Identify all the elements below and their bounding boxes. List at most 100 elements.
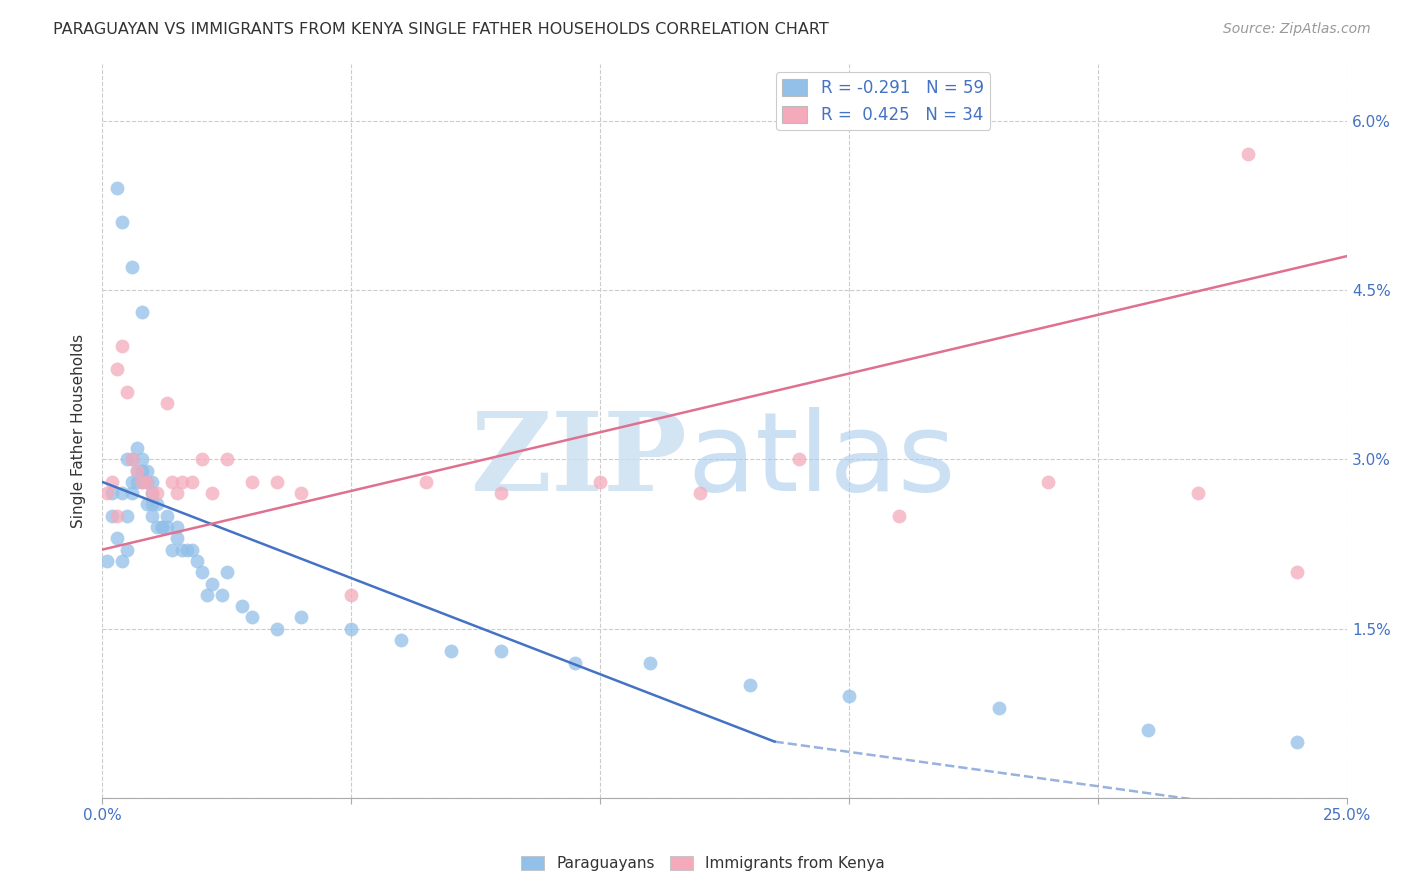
Point xyxy=(136,464,159,478)
Point xyxy=(121,452,143,467)
Text: Source: ZipAtlas.com: Source: ZipAtlas.com xyxy=(1223,22,1371,37)
Point xyxy=(131,475,153,489)
Point xyxy=(115,542,138,557)
Point xyxy=(136,498,159,512)
Point xyxy=(191,452,214,467)
Point xyxy=(266,475,288,489)
Point xyxy=(156,396,179,410)
Point xyxy=(115,384,138,399)
Point xyxy=(440,644,463,658)
Point xyxy=(111,486,134,500)
Point xyxy=(160,542,183,557)
Point xyxy=(141,486,163,500)
Point xyxy=(115,508,138,523)
Point xyxy=(160,475,183,489)
Point xyxy=(105,508,128,523)
Point xyxy=(290,486,312,500)
Point xyxy=(101,486,124,500)
Point xyxy=(111,215,134,229)
Point xyxy=(638,656,661,670)
Point xyxy=(340,588,363,602)
Point xyxy=(738,678,761,692)
Point xyxy=(240,610,263,624)
Point xyxy=(111,339,134,353)
Point xyxy=(789,452,811,467)
Text: ZIP: ZIP xyxy=(471,407,688,514)
Point xyxy=(131,305,153,319)
Point xyxy=(201,576,224,591)
Text: atlas: atlas xyxy=(688,407,956,514)
Point xyxy=(211,588,233,602)
Point xyxy=(887,508,910,523)
Point xyxy=(156,520,179,534)
Point xyxy=(838,690,860,704)
Point xyxy=(125,441,148,455)
Point xyxy=(96,486,118,500)
Point xyxy=(131,452,153,467)
Point xyxy=(125,464,148,478)
Point xyxy=(136,475,159,489)
Text: PARAGUAYAN VS IMMIGRANTS FROM KENYA SINGLE FATHER HOUSEHOLDS CORRELATION CHART: PARAGUAYAN VS IMMIGRANTS FROM KENYA SING… xyxy=(53,22,830,37)
Point xyxy=(170,475,193,489)
Point xyxy=(1187,486,1209,500)
Point xyxy=(105,362,128,376)
Point xyxy=(136,475,159,489)
Point xyxy=(240,475,263,489)
Point xyxy=(987,700,1010,714)
Point xyxy=(564,656,586,670)
Legend: Paraguayans, Immigrants from Kenya: Paraguayans, Immigrants from Kenya xyxy=(515,850,891,877)
Point xyxy=(176,542,198,557)
Point xyxy=(101,508,124,523)
Point xyxy=(231,599,253,613)
Point xyxy=(131,464,153,478)
Point xyxy=(589,475,612,489)
Point xyxy=(131,464,153,478)
Point xyxy=(121,452,143,467)
Point xyxy=(125,464,148,478)
Point xyxy=(131,475,153,489)
Point xyxy=(1038,475,1060,489)
Point xyxy=(415,475,437,489)
Point xyxy=(170,542,193,557)
Point xyxy=(156,508,179,523)
Point xyxy=(121,486,143,500)
Point xyxy=(111,554,134,568)
Point xyxy=(689,486,711,500)
Point xyxy=(290,610,312,624)
Legend: R = -0.291   N = 59, R =  0.425   N = 34: R = -0.291 N = 59, R = 0.425 N = 34 xyxy=(776,72,990,130)
Point xyxy=(141,508,163,523)
Point xyxy=(146,486,169,500)
Point xyxy=(105,181,128,195)
Point xyxy=(125,475,148,489)
Point xyxy=(191,565,214,579)
Point xyxy=(1137,723,1160,738)
Point xyxy=(266,622,288,636)
Point xyxy=(215,565,238,579)
Point xyxy=(389,632,412,647)
Point xyxy=(180,542,202,557)
Point xyxy=(101,475,124,489)
Point xyxy=(146,520,169,534)
Point xyxy=(150,520,173,534)
Point xyxy=(340,622,363,636)
Point xyxy=(96,554,118,568)
Point xyxy=(1286,565,1309,579)
Point xyxy=(180,475,202,489)
Point xyxy=(215,452,238,467)
Point xyxy=(166,532,188,546)
Y-axis label: Single Father Households: Single Father Households xyxy=(72,334,86,528)
Point xyxy=(121,260,143,275)
Point xyxy=(1236,147,1258,161)
Point xyxy=(186,554,208,568)
Point xyxy=(166,486,188,500)
Point xyxy=(141,475,163,489)
Point xyxy=(489,644,512,658)
Point xyxy=(141,486,163,500)
Point xyxy=(146,498,169,512)
Point xyxy=(489,486,512,500)
Point xyxy=(121,475,143,489)
Point xyxy=(1286,734,1309,748)
Point xyxy=(166,520,188,534)
Point xyxy=(105,532,128,546)
Point xyxy=(195,588,218,602)
